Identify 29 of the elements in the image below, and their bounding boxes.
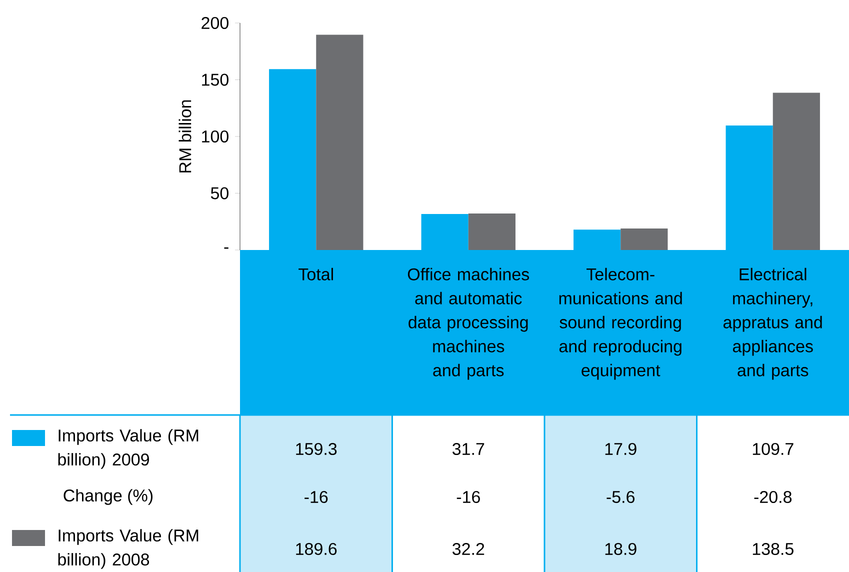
data-label: 31.7 [452,442,484,456]
bar [620,228,668,250]
data-label: 17.9 [605,442,636,456]
bar [468,213,516,250]
legend-label: Imports Value (RM billion) 2009 [58,429,198,469]
data-label: 109.7 [752,442,794,456]
legend-label: Imports Value (RM billion) 2008 [58,529,198,569]
data-label: 18.9 [605,542,636,556]
text: Change (%) [64,489,152,505]
text: -5.6 [606,490,634,504]
text: -16 [304,490,328,504]
bar [316,34,364,250]
x-tick-label: Office machines and automatic data processing machines and parts [408,268,530,380]
y-tick-label: 200 [202,16,228,30]
y-axis-title: RM billion [178,100,192,172]
data-label: 159.3 [296,442,337,456]
x-tick-label: Telecom-munications and sound recording and reproducing equipment [559,268,682,380]
data-label: 32.2 [452,542,484,556]
bar [772,92,820,250]
x-tick-label: Electrical machinery, appratus and appliances and parts [724,268,822,380]
y-tick-label: 50 [210,187,228,200]
text: -20.8 [754,490,792,504]
y-tick-label: - [224,247,228,249]
x-tick-label: Total [298,268,333,280]
y-tick-label: 150 [202,74,228,86]
data-label: 189.6 [296,542,337,556]
text: -16 [456,490,480,504]
data-label: 138.5 [752,542,794,556]
y-tick-label: 100 [202,130,228,143]
